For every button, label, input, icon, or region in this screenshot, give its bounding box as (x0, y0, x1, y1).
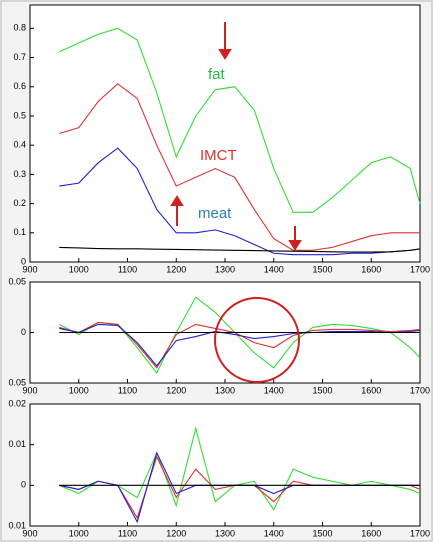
x-tick-label: 900 (22, 264, 37, 274)
fat-label: fat (208, 66, 226, 83)
x-tick-label: 1200 (166, 264, 186, 274)
x-tick-label: 1600 (361, 385, 381, 395)
plot-area (29, 403, 421, 527)
x-tick-label: 1500 (312, 264, 332, 274)
x-tick-label: 1000 (69, 528, 89, 538)
x-tick-label: 1400 (264, 528, 284, 538)
x-tick-label: 1100 (118, 385, 137, 395)
highlight-circle (214, 297, 300, 383)
y-tick-label: 0.01 (8, 520, 26, 530)
x-tick-label: 1700 (410, 385, 430, 395)
arrows (170, 22, 302, 251)
arrow-head (218, 49, 232, 60)
y-tick-label: 0.1 (13, 227, 26, 237)
x-tick-label: 1500 (312, 528, 332, 538)
y-tick-label: 0.8 (13, 23, 26, 33)
y-tick-label: 0.05 (8, 377, 26, 387)
imct-label: IMCT (200, 147, 237, 164)
y-tick-label: 0.7 (13, 52, 26, 62)
y-tick-label: 0.05 (8, 276, 26, 286)
y-tick-label: 0.6 (13, 81, 26, 91)
x-tick-label: 1600 (361, 528, 381, 538)
x-tick-label: 900 (22, 528, 37, 538)
x-tick-label: 1600 (361, 264, 381, 274)
y-tick-label: 0 (21, 480, 26, 490)
y-tick-label: 0.4 (13, 140, 26, 150)
x-tick-label: 1000 (69, 385, 89, 395)
x-tick-label: 1100 (118, 264, 137, 274)
plots: 0 0.1 0.2 0.3 0.4 0.5 0.6 0.7 0.8 900 1000 1100 1200… (8, 4, 430, 538)
x-tick-label: 900 (22, 385, 37, 395)
series-line (59, 323, 421, 367)
x-tick-label: 1700 (410, 528, 430, 538)
series-line (59, 27, 421, 213)
x-tick-label: 1500 (312, 385, 332, 395)
x-tick-label: 1400 (264, 385, 284, 395)
y-tick-label: 0.3 (13, 169, 26, 179)
y-tick-label: 0.01 (8, 439, 26, 449)
series-line (59, 426, 421, 511)
x-tick-label: 1400 (264, 264, 284, 274)
x-tick-label: 1100 (118, 528, 137, 538)
x-tick-label: 1300 (215, 528, 235, 538)
arrow-head (288, 240, 302, 251)
series-line (59, 83, 420, 251)
x-tick-label: 1200 (166, 528, 186, 538)
y-tick-label: 0.2 (13, 198, 26, 208)
x-tick-label: 1300 (215, 264, 235, 274)
y-tick-label: 0 (21, 256, 26, 266)
y-tick-label: 0 (21, 327, 26, 337)
x-tick-label: 1000 (69, 264, 89, 274)
x-tick-label: 1300 (215, 385, 235, 395)
x-tick-label: 1200 (166, 385, 186, 395)
series-line (59, 246, 421, 253)
arrow-head (170, 195, 184, 206)
y-tick-label: 0.02 (8, 398, 26, 408)
y-tick-label: 0.5 (13, 110, 26, 120)
x-tick-label: 1700 (410, 264, 430, 274)
meat-label: meat (198, 205, 232, 222)
series-line (59, 147, 421, 256)
